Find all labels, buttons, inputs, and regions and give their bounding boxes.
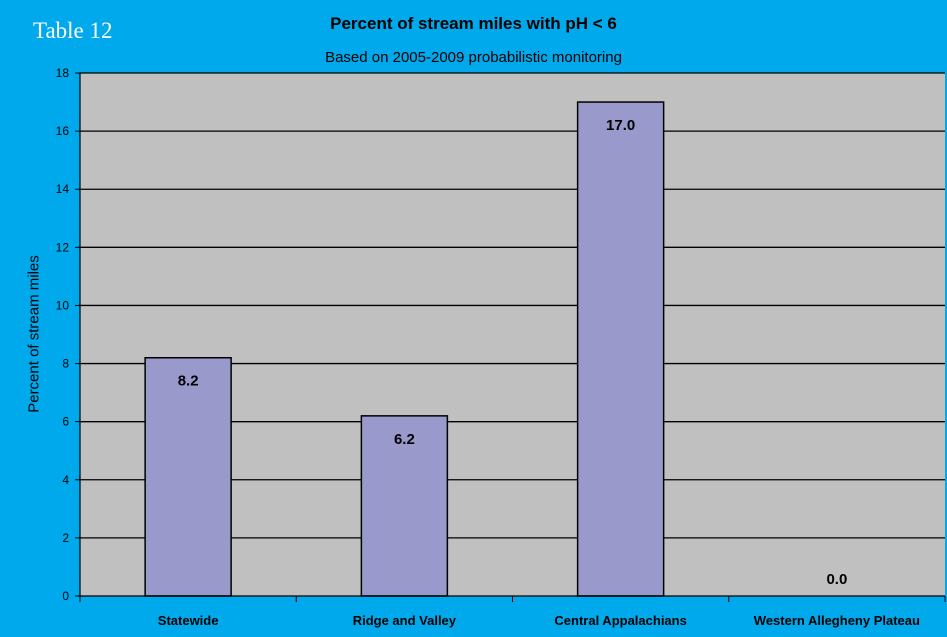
y-tick-label: 14	[56, 182, 70, 196]
bar	[144, 356, 232, 597]
y-tick-label: 8	[62, 357, 69, 371]
table-number-tag: Table 12	[33, 18, 113, 43]
data-label: 6.2	[394, 431, 415, 448]
data-label: 17.0	[606, 117, 635, 134]
y-tick-label: 2	[62, 531, 69, 545]
y-tick-label: 6	[62, 415, 69, 429]
bar	[360, 415, 449, 597]
x-tick-label: Statewide	[158, 613, 219, 628]
chart-title: Percent of stream miles with pH < 6	[330, 14, 617, 33]
y-tick-label: 18	[56, 66, 70, 80]
y-tick-label: 0	[62, 589, 69, 603]
y-tick-label: 16	[56, 124, 70, 138]
data-label: 0.0	[826, 571, 847, 588]
bar	[576, 101, 665, 597]
x-tick-label: Ridge and Valley	[353, 613, 457, 628]
chart-subtitle: Based on 2005-2009 probabilistic monitor…	[325, 49, 622, 66]
y-tick-label: 12	[56, 240, 70, 254]
x-tick-label: Central Appalachians	[554, 613, 686, 628]
data-label: 8.2	[178, 373, 199, 390]
y-tick-label: 4	[62, 473, 69, 487]
x-tick-label: Western Allegheny Plateau	[754, 613, 920, 628]
y-tick-label: 10	[56, 298, 70, 312]
